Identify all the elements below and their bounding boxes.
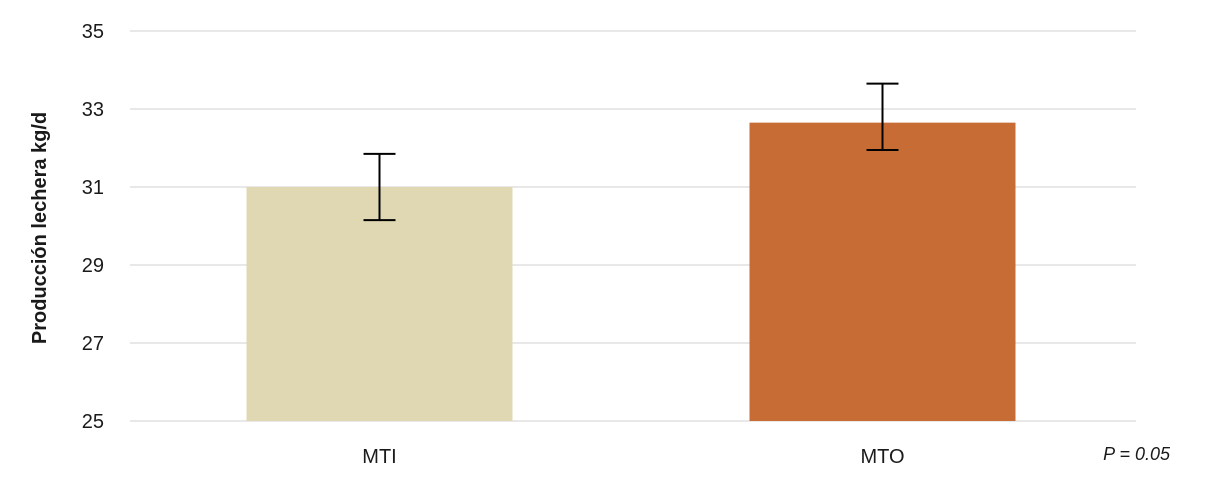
error-bars: [363, 82, 899, 222]
y-tick-label: 35: [82, 21, 104, 43]
error-bar-mto: [866, 82, 899, 151]
y-axis-label: Producción lechera kg/d: [29, 112, 51, 344]
bars: [246, 122, 1016, 422]
y-tick-label: 27: [82, 333, 104, 355]
bar-mto: [749, 122, 1016, 422]
x-category-label: MTI: [362, 446, 396, 468]
y-tick-label: 33: [82, 99, 104, 121]
y-tick-labels: 25 27 29 31 33 35: [82, 21, 104, 433]
x-category-labels: MTI MTO: [362, 446, 904, 468]
error-bar-mti: [363, 152, 396, 222]
y-tick-label: 29: [82, 255, 104, 277]
y-tick-label: 31: [82, 177, 104, 199]
bar-mti: [246, 187, 513, 421]
x-category-label: MTO: [860, 446, 904, 468]
significance-note: P = 0.05: [1103, 444, 1171, 464]
y-tick-label: 25: [82, 411, 104, 433]
